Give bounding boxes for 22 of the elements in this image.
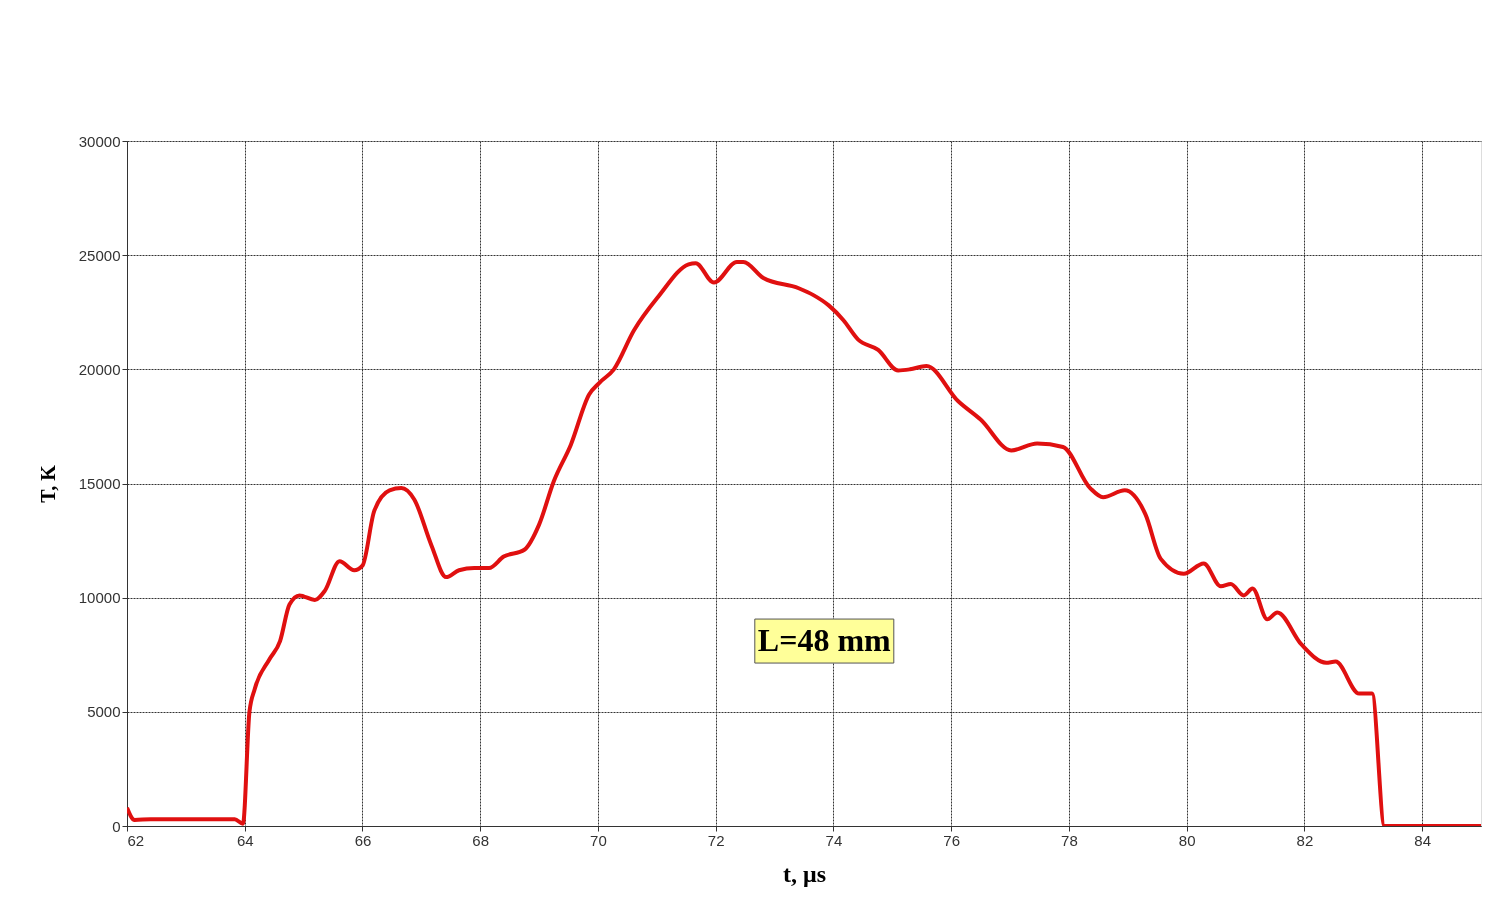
y-tick-label: 20000 [78, 360, 121, 378]
y-tick-label: 0 [112, 817, 121, 835]
x-tick-label: 68 [472, 831, 490, 849]
annotation: L=48 mm [757, 622, 892, 659]
x-axis-title: t, μs [783, 860, 826, 887]
x-tick-label: 76 [943, 831, 961, 849]
x-tick-label: 62 [127, 831, 145, 849]
y-tick-label: 5000 [87, 703, 121, 721]
x-tick-label: 70 [590, 831, 607, 849]
x-tick-label: 72 [707, 831, 725, 849]
x-tick-label: 84 [1414, 831, 1431, 849]
x-tick-label: 78 [1061, 831, 1078, 849]
x-tick-label: 64 [236, 831, 254, 849]
x-tick-label: 74 [825, 831, 843, 849]
y-tick-label: 30000 [78, 132, 121, 150]
y-tick-label: 10000 [78, 589, 121, 607]
x-tick-label: 82 [1296, 831, 1314, 849]
y-axis-title: T, K [36, 464, 59, 503]
y-tick-label: 15000 [78, 475, 121, 492]
x-tick-label: 80 [1178, 831, 1196, 849]
x-tick-label: 66 [354, 831, 372, 849]
y-tick-label: 25000 [78, 246, 121, 264]
